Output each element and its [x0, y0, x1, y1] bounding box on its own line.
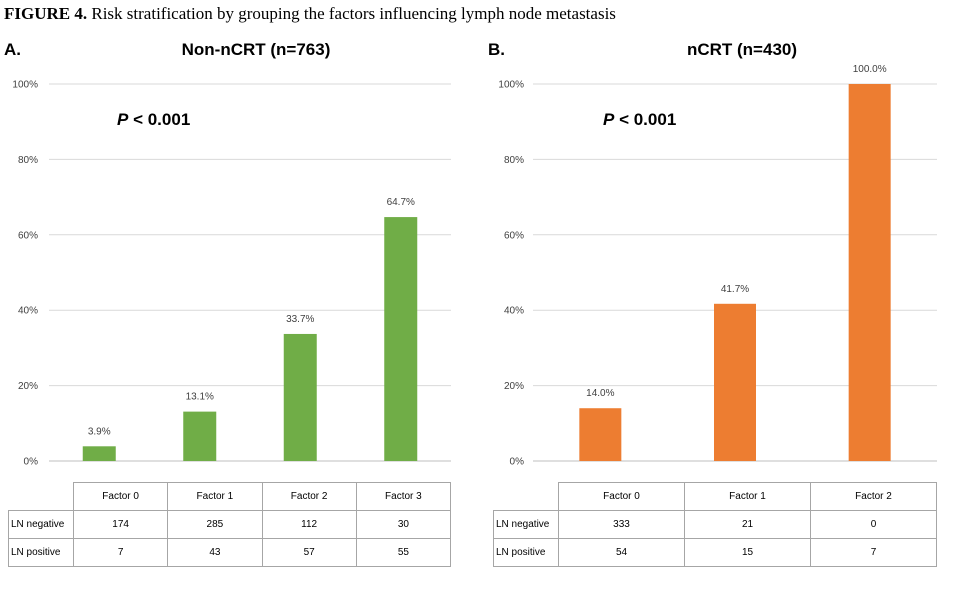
panel-a-y-tick-label: 100% — [12, 80, 38, 91]
table-row-label: LN negative — [8, 510, 74, 539]
table-row-label: LN negative — [493, 510, 559, 539]
table-cell: 285 — [167, 510, 263, 539]
panel-a-pvalue-symbol: P — [117, 110, 129, 129]
panel-a-data-label: 3.9% — [88, 426, 111, 437]
panel-a-y-tick-label: 60% — [18, 230, 38, 241]
panel-b-title: nCRT (n=430) — [686, 40, 798, 59]
panel-b-y-tick-label: 40% — [504, 306, 524, 317]
panel-b-y-tick-label: 100% — [498, 80, 524, 91]
panel-a-data-label: 33.7% — [286, 314, 314, 325]
panel-b-bar — [714, 303, 756, 461]
table-corner-cell — [8, 482, 74, 511]
figure-caption: Risk stratification by grouping the fact… — [91, 4, 616, 23]
panel-b-data-table: Factor 0 Factor 1 Factor 2 LN negative 3… — [493, 482, 937, 567]
table-corner-cell — [493, 482, 559, 511]
panel-a-letter: A. — [4, 40, 21, 59]
panel-b-y-tick-label: 20% — [504, 381, 524, 392]
table-header-cell: Factor 3 — [355, 482, 452, 511]
table-cell: 112 — [261, 510, 357, 539]
panel-a-data-label: 64.7% — [387, 197, 415, 208]
table-header-cell: Factor 2 — [810, 482, 937, 511]
panel-b-letter: B. — [488, 40, 505, 59]
table-cell: 15 — [684, 538, 811, 567]
panel-b-pvalue-text: < 0.001 — [619, 110, 677, 129]
panel-a-bar — [384, 217, 418, 461]
table-header-cell: Factor 0 — [72, 482, 169, 511]
table-cell: 21 — [684, 510, 811, 539]
panel-b-bar — [848, 84, 891, 461]
table-header-cell: Factor 2 — [261, 482, 357, 511]
table-header-row: Factor 0 Factor 1 Factor 2 — [493, 482, 937, 511]
panel-b-pvalue-symbol: P — [603, 110, 615, 129]
panel-a-y-tick-label: 20% — [18, 381, 38, 392]
table-header-cell: Factor 0 — [558, 482, 685, 511]
panel-b-y-tick-label: 60% — [504, 230, 524, 241]
panel-a-y-tick-label: 80% — [18, 155, 38, 166]
figure-label: FIGURE 4. — [4, 4, 88, 23]
table-row: LN negative 174 285 112 30 — [8, 510, 452, 539]
panel-b-pvalue: P < 0.001 — [603, 110, 676, 130]
panel-a-data-label: 13.1% — [186, 392, 214, 403]
panel-a-bar — [82, 446, 116, 461]
panel-a-title: Non-nCRT (n=763) — [181, 40, 331, 59]
panel-a-y-tick-label: 40% — [18, 306, 38, 317]
table-row-label: LN positive — [8, 538, 74, 567]
panel-a-pvalue-text: < 0.001 — [133, 110, 191, 129]
table-row: LN positive 7 43 57 55 — [8, 538, 452, 567]
figure-title: FIGURE 4. Risk stratification by groupin… — [4, 4, 616, 24]
table-cell: 54 — [558, 538, 685, 567]
panel-b-data-label: 14.0% — [586, 388, 614, 399]
panel-a-bar — [183, 411, 217, 461]
table-cell: 30 — [355, 510, 452, 539]
table-header-cell: Factor 1 — [167, 482, 263, 511]
panel-a-data-table: Factor 0 Factor 1 Factor 2 Factor 3 LN n… — [8, 482, 452, 567]
panel-b-data-label: 41.7% — [721, 284, 749, 295]
table-cell: 57 — [261, 538, 357, 567]
table-header-row: Factor 0 Factor 1 Factor 2 Factor 3 — [8, 482, 452, 511]
table-cell: 43 — [167, 538, 263, 567]
table-cell: 0 — [810, 510, 937, 539]
table-cell: 7 — [810, 538, 937, 567]
table-row: LN negative 333 21 0 — [493, 510, 937, 539]
panel-a-y-tick-label: 0% — [24, 457, 39, 468]
table-header-cell: Factor 1 — [684, 482, 811, 511]
table-cell: 333 — [558, 510, 685, 539]
table-cell: 7 — [72, 538, 169, 567]
panel-b-data-label: 100.0% — [853, 64, 887, 75]
table-cell: 55 — [355, 538, 452, 567]
table-row-label: LN positive — [493, 538, 559, 567]
panel-a-bar — [283, 333, 317, 461]
panel-b-y-tick-label: 80% — [504, 155, 524, 166]
panel-b-bar — [579, 408, 622, 461]
table-cell: 174 — [72, 510, 169, 539]
table-row: LN positive 54 15 7 — [493, 538, 937, 567]
panel-a-pvalue: P < 0.001 — [117, 110, 190, 130]
panel-b-y-tick-label: 0% — [510, 457, 525, 468]
